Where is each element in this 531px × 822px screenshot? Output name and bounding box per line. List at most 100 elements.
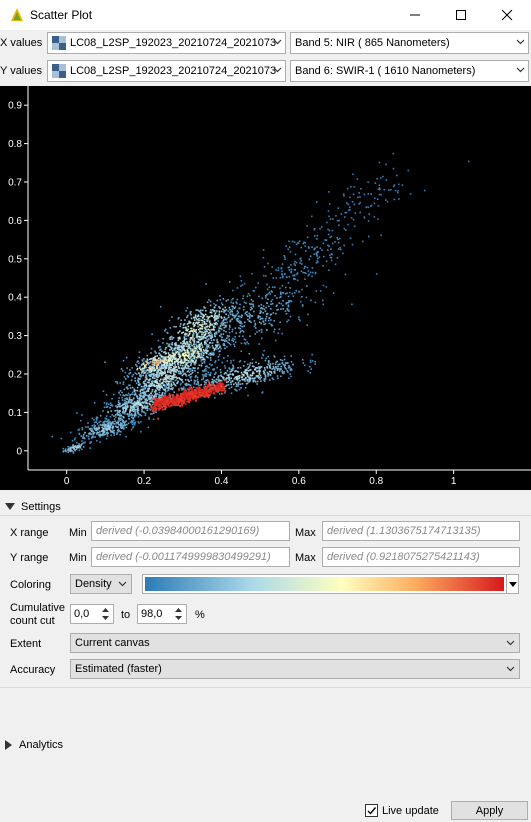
- x-layer-combo[interactable]: LC08_L2SP_192023_20210724_2021073: [47, 32, 286, 54]
- density-point: [263, 371, 266, 374]
- density-point: [328, 269, 330, 272]
- density-point: [293, 274, 296, 277]
- density-point: [214, 361, 216, 364]
- density-point: [240, 376, 243, 379]
- density-point: [184, 319, 186, 321]
- density-point: [213, 333, 216, 335]
- density-point: [106, 420, 109, 423]
- density-point: [298, 290, 300, 293]
- density-point: [107, 410, 109, 413]
- density-point: [193, 325, 195, 328]
- color-ramp-button[interactable]: [142, 574, 507, 594]
- density-point: [327, 244, 329, 247]
- density-point: [139, 392, 142, 395]
- accuracy-combo[interactable]: Estimated (faster): [70, 659, 520, 679]
- density-point: [237, 318, 239, 320]
- density-point: [214, 396, 216, 399]
- y-band-combo[interactable]: Band 6: SWIR-1 ( 1610 Nanometers): [290, 60, 529, 82]
- density-point: [144, 371, 147, 374]
- density-point: [170, 348, 173, 351]
- y-max-input[interactable]: derived (0.9218075275421143): [322, 547, 520, 567]
- apply-button[interactable]: Apply: [451, 801, 528, 820]
- density-point: [121, 396, 123, 399]
- density-point: [205, 373, 208, 376]
- density-point: [182, 354, 185, 357]
- density-point: [232, 359, 235, 362]
- live-update-checkbox[interactable]: [365, 804, 378, 817]
- y-min-input[interactable]: derived (-0.0011749999830499291): [91, 547, 290, 567]
- density-point: [179, 360, 181, 363]
- density-point: [208, 329, 211, 331]
- density-core-point: [183, 395, 186, 398]
- maximize-button[interactable]: [438, 0, 484, 30]
- extent-label: Extent: [10, 638, 42, 650]
- density-point: [243, 338, 246, 341]
- density-point: [149, 373, 152, 376]
- y-layer-combo[interactable]: LC08_L2SP_192023_20210724_2021073: [47, 60, 286, 82]
- minimize-button[interactable]: [392, 0, 438, 30]
- x-min-input[interactable]: derived (-0.03984000161290169): [91, 521, 290, 541]
- density-point: [158, 408, 160, 411]
- color-ramp-menu-button[interactable]: [506, 574, 519, 594]
- scatter-plot-canvas[interactable]: 0 0.2 0.4 0.6 0.8 1 0 0.1 0.2 0.3 0.4 0.5 0.6 0.7 0.8 0…: [0, 86, 531, 490]
- density-point: [301, 263, 303, 265]
- density-point: [95, 439, 98, 442]
- density-point: [193, 343, 195, 346]
- density-point: [125, 400, 128, 403]
- extent-combo[interactable]: Current canvas: [70, 633, 520, 653]
- density-point: [84, 431, 86, 434]
- density-point: [171, 343, 174, 346]
- density-point: [196, 341, 199, 343]
- density-point: [191, 357, 194, 360]
- density-point: [263, 266, 266, 268]
- density-point: [251, 374, 254, 377]
- density-point: [123, 422, 126, 424]
- cumulative-to-spinbox[interactable]: 98,0: [137, 604, 187, 624]
- x-max-input[interactable]: derived (1.1303675174713135): [322, 521, 520, 541]
- density-core-point: [218, 383, 221, 386]
- density-point: [385, 199, 387, 201]
- density-point: [78, 445, 81, 447]
- cumulative-from-spinbox[interactable]: 0,0: [70, 604, 114, 624]
- density-point: [367, 193, 370, 195]
- density-point: [171, 357, 174, 359]
- density-point: [138, 372, 140, 374]
- density-point: [96, 423, 99, 425]
- density-point: [174, 357, 177, 360]
- density-point: [136, 389, 139, 392]
- density-core-point: [178, 395, 181, 398]
- density-point: [367, 206, 370, 209]
- settings-divider: [0, 515, 531, 516]
- density-point: [258, 372, 261, 375]
- density-point: [243, 282, 246, 285]
- density-point: [163, 388, 165, 391]
- density-point: [220, 385, 223, 387]
- close-button[interactable]: [484, 0, 530, 30]
- density-point: [111, 397, 113, 400]
- density-core-point: [201, 391, 204, 394]
- density-point: [249, 314, 252, 317]
- density-point: [206, 301, 209, 304]
- density-point: [337, 238, 339, 241]
- density-point: [120, 417, 122, 419]
- density-point: [148, 393, 151, 396]
- density-point: [136, 408, 139, 411]
- density-point: [51, 435, 54, 438]
- density-point: [349, 206, 351, 209]
- density-point: [339, 246, 341, 249]
- density-point: [347, 223, 349, 226]
- density-point: [127, 414, 130, 417]
- x-band-combo[interactable]: Band 5: NIR ( 865 Nanometers): [290, 32, 529, 54]
- analytics-section-toggle[interactable]: Analytics: [0, 736, 63, 754]
- density-point: [171, 359, 173, 362]
- settings-section-toggle[interactable]: Settings: [0, 498, 61, 516]
- density-point: [238, 335, 241, 338]
- scatter-plot: 0 0.2 0.4 0.6 0.8 100.10.20.30.40.50.60.70.80…: [8, 86, 531, 487]
- density-point: [150, 347, 153, 350]
- density-point: [129, 371, 132, 374]
- density-point: [328, 229, 331, 232]
- coloring-combo[interactable]: Density: [70, 574, 132, 594]
- density-point: [392, 152, 395, 155]
- density-point: [116, 413, 119, 415]
- density-point: [337, 248, 340, 250]
